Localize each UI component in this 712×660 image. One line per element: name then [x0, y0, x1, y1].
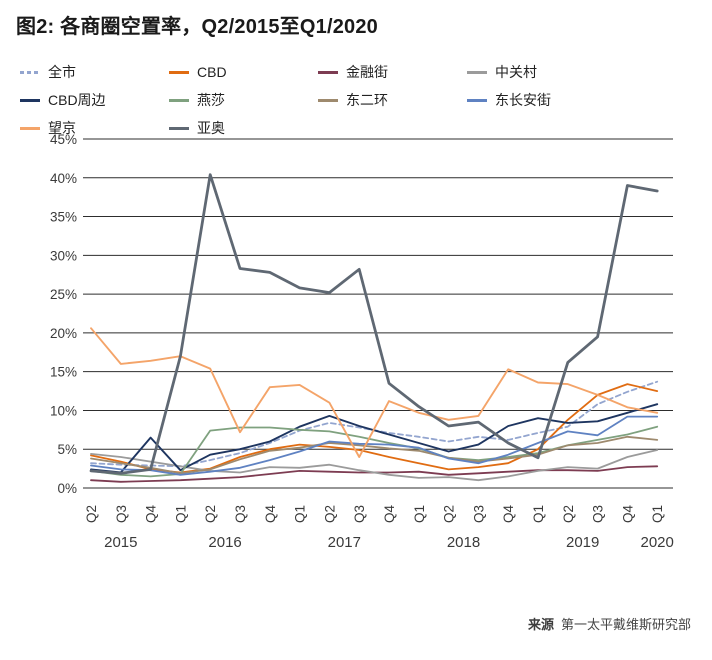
x-axis-label: Q3 [233, 505, 248, 523]
x-axis-label: Q3 [114, 505, 129, 523]
chart-title: 图2: 各商圈空置率，Q2/2015至Q1/2020 [16, 16, 378, 38]
legend-swatch-icon [467, 98, 487, 102]
y-axis-label: 20% [50, 326, 77, 341]
year-label: 2016 [208, 534, 241, 551]
x-axis-label: Q1 [531, 505, 546, 523]
x-axis-label: Q1 [173, 505, 188, 523]
legend-label: 望京 [48, 120, 76, 136]
series-line-东长安街 [90, 415, 659, 476]
series-line-燕莎 [90, 425, 659, 478]
x-axis-label: Q4 [501, 504, 516, 523]
legend-swatch-icon [20, 98, 40, 102]
x-axis-label: Q3 [471, 505, 486, 523]
y-axis-label: 10% [50, 403, 77, 418]
legend-swatch-icon [20, 70, 40, 74]
legend-label: 东二环 [346, 92, 388, 108]
legend-item-中关村: 中关村 [467, 58, 616, 86]
year-label: 2019 [566, 534, 599, 551]
year-label: 2015 [104, 534, 137, 551]
x-axis-label: Q1 [412, 505, 427, 523]
legend-item-亚奥: 亚奥 [169, 114, 318, 142]
legend-label: 东长安街 [495, 92, 551, 108]
x-axis-label: Q4 [620, 504, 635, 523]
legend-label: 燕莎 [197, 92, 225, 108]
y-axis-label: 15% [50, 365, 77, 380]
x-axis-label: Q2 [84, 505, 99, 523]
legend-label: 中关村 [495, 64, 537, 80]
x-axis-label: Q1 [293, 505, 308, 523]
legend-swatch-icon [169, 98, 189, 102]
legend-item-CBD: CBD [169, 58, 318, 86]
y-axis-label: 40% [50, 171, 77, 186]
legend-item-全市: 全市 [20, 58, 169, 86]
legend-label: 金融街 [346, 64, 388, 80]
source-text: 第一太平戴维斯研究部 [560, 617, 691, 632]
x-axis-label: Q1 [650, 505, 665, 523]
x-axis-label: Q2 [203, 505, 218, 523]
legend-label: 全市 [48, 64, 76, 80]
x-axis-label: Q3 [591, 505, 606, 523]
y-axis-label: 35% [50, 210, 77, 225]
series-line-东二环 [90, 435, 659, 475]
x-axis-label: Q4 [263, 504, 278, 523]
legend-label: 亚奥 [197, 120, 225, 136]
x-axis-label: Q4 [382, 504, 397, 523]
source-line: 来源 第一太平戴维斯研究部 [528, 614, 691, 633]
legend-item-望京: 望京 [20, 114, 169, 142]
series-line-望京 [90, 327, 659, 458]
legend-swatch-icon [169, 70, 189, 74]
y-axis-label: 5% [57, 442, 77, 457]
legend-label: CBD [197, 64, 227, 80]
line-chart: 0% 5% 10% 15% 20% 25% 30% 35% 40% 45% Q2 Q3 Q4 Q1 Q2 Q3… [50, 132, 674, 551]
legend-swatch-icon [318, 70, 338, 74]
series-line-亚奥 [89, 173, 659, 475]
year-label: 2017 [328, 534, 361, 551]
y-axis-label: 30% [50, 248, 77, 263]
year-label: 2020 [641, 534, 674, 551]
source-label: 来源 [527, 617, 554, 632]
y-axis-label: 0% [57, 481, 77, 496]
x-axis-label: Q2 [561, 505, 576, 523]
x-axis-label: Q4 [144, 504, 159, 523]
legend-swatch-icon [467, 70, 487, 74]
chart-legend: 全市 CBD 金融街 中关村 CBD周边 燕莎 东二环 东长安街望京 亚奥 [20, 58, 700, 142]
year-label: 2018 [447, 534, 480, 551]
legend-item-东二环: 东二环 [318, 86, 467, 114]
series-line-CBD周边 [90, 403, 659, 474]
legend-item-CBD周边: CBD周边 [20, 86, 169, 114]
legend-swatch-icon [169, 126, 189, 130]
legend-swatch-icon [20, 126, 40, 130]
legend-item-东长安街: 东长安街 [467, 86, 616, 114]
legend-label: CBD周边 [48, 92, 106, 108]
legend-swatch-icon [318, 98, 338, 102]
y-axis-label: 45% [50, 132, 77, 147]
legend-item-金融街: 金融街 [318, 58, 467, 86]
legend-item-燕莎: 燕莎 [169, 86, 318, 114]
x-axis-label: Q2 [322, 505, 337, 523]
x-axis-label: Q3 [352, 505, 367, 523]
y-axis-label: 25% [50, 287, 77, 302]
x-axis-label: Q2 [442, 505, 457, 523]
